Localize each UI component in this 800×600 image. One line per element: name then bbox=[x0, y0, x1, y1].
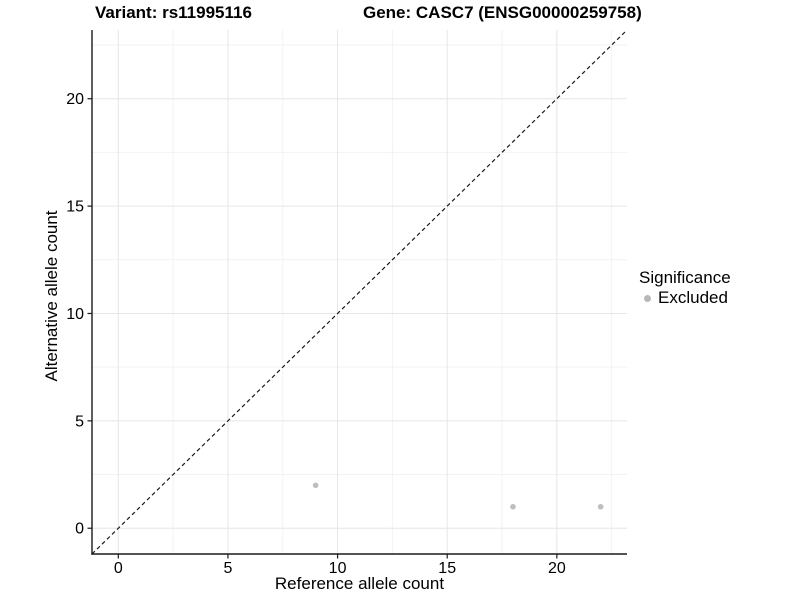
x-tick-label: 15 bbox=[438, 560, 456, 577]
x-tick-label: 0 bbox=[114, 560, 123, 577]
x-tick-label: 5 bbox=[223, 560, 232, 577]
y-tick-label: 20 bbox=[66, 91, 84, 108]
y-tick-label: 5 bbox=[75, 413, 84, 430]
legend: Significance Excluded bbox=[639, 268, 731, 308]
excluded-point-icon bbox=[644, 294, 651, 302]
identity-dashed-line bbox=[91, 29, 628, 555]
y-tick-label: 10 bbox=[66, 306, 84, 323]
data-point bbox=[510, 503, 516, 510]
x-axis-title: Reference allele count bbox=[275, 574, 444, 593]
y-tick-label: 0 bbox=[75, 521, 84, 538]
data-point bbox=[597, 503, 604, 510]
y-tick-label: 15 bbox=[66, 199, 84, 216]
data-point bbox=[312, 482, 319, 489]
gene-title: Gene: CASC7 (ENSG00000259758) bbox=[363, 3, 642, 22]
x-tick-label: 20 bbox=[548, 560, 566, 577]
legend-item-excluded: Excluded bbox=[639, 288, 731, 308]
variant-title: Variant: rs11995116 bbox=[95, 3, 252, 22]
x-tick-label: 10 bbox=[329, 560, 347, 577]
legend-title: Significance bbox=[639, 268, 731, 287]
legend-item-label: Excluded bbox=[658, 288, 728, 307]
y-axis-title: Alternative allele count bbox=[42, 210, 61, 381]
